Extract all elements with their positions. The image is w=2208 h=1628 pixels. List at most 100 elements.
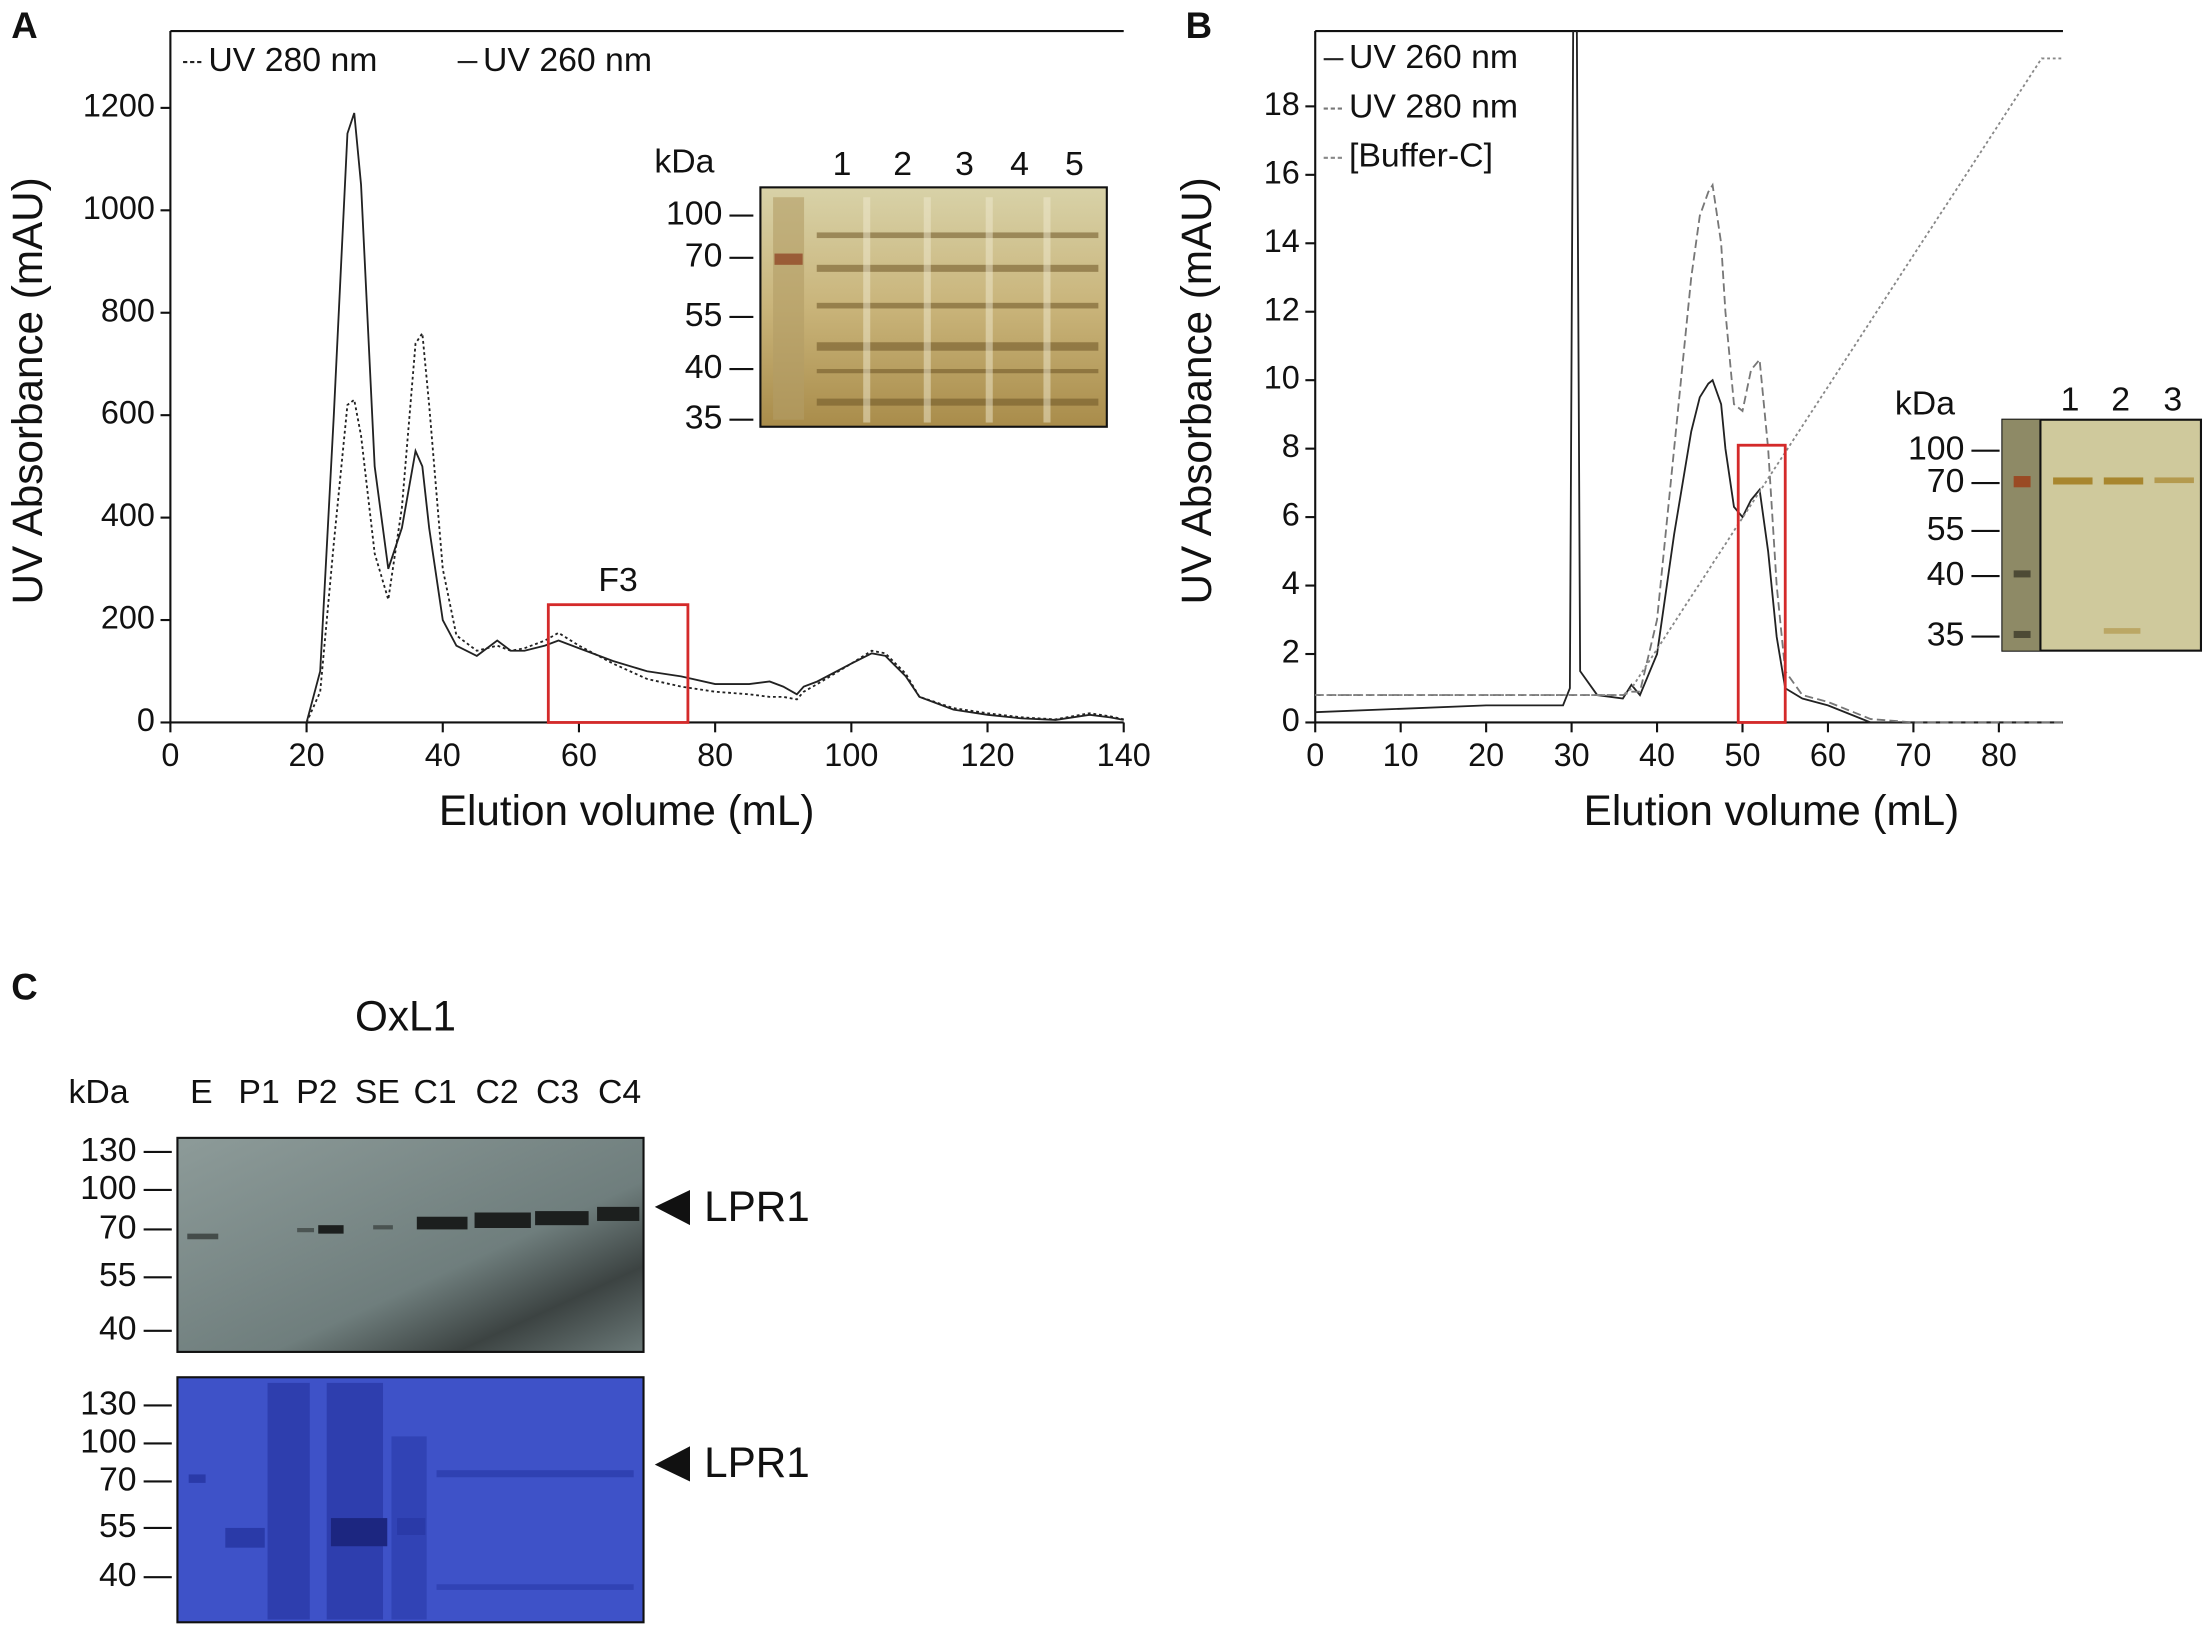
x-tick-label: 70 <box>1895 737 1931 773</box>
x-tick-label: 100 <box>824 737 878 773</box>
legend-label: [Buffer-C] <box>1349 137 1493 175</box>
y-tick-label: 0 <box>137 702 155 738</box>
legend-label: UV 260 nm <box>483 41 652 79</box>
lane-label: SE <box>355 1073 400 1111</box>
x-tick-label: 80 <box>697 737 733 773</box>
x-axis-label: Elution volume (mL) <box>439 787 815 834</box>
marker-label: 100 <box>80 1169 136 1207</box>
x-tick-label: 20 <box>289 737 325 773</box>
lane-label: C4 <box>598 1073 641 1111</box>
marker-label: 35 <box>685 399 723 437</box>
y-tick-label: 400 <box>101 497 155 533</box>
marker-label: 40 <box>99 1310 137 1348</box>
lane-label: E <box>190 1073 213 1111</box>
arrow-group <box>654 1189 690 1482</box>
y-tick-label: 6 <box>1282 497 1300 533</box>
marker-label: 130 <box>80 1384 136 1422</box>
gel-unit: kDa <box>654 142 714 180</box>
y-tick-label: 8 <box>1282 428 1300 464</box>
marker-label: 100 <box>80 1422 136 1460</box>
lane-label: C3 <box>536 1073 579 1111</box>
x-tick-label: 0 <box>161 737 179 773</box>
coomassie-gel <box>176 1376 645 1624</box>
y-tick-label: 1000 <box>83 190 155 226</box>
x-tick-label: 40 <box>1639 737 1675 773</box>
data-line <box>305 112 1124 723</box>
y-tick-label: 12 <box>1264 291 1300 327</box>
data-line <box>1315 31 2063 724</box>
lane-label: 2 <box>893 145 912 183</box>
marker-label: 130 <box>80 1131 136 1169</box>
x-tick-label: 50 <box>1724 737 1760 773</box>
lane-label: 5 <box>1065 145 1084 183</box>
series-group <box>305 112 1124 723</box>
lane-label: 4 <box>1010 145 1029 183</box>
lane-label: P1 <box>238 1073 279 1111</box>
y-tick-label: 0 <box>1282 702 1300 738</box>
gel-unit: kDa <box>1895 385 1955 423</box>
target-label: LPR1 <box>704 1183 810 1230</box>
y-tick-label: 4 <box>1282 565 1300 601</box>
highlight-label: F3 <box>598 561 637 599</box>
panel-label: B <box>1186 5 1212 46</box>
legend-label: UV 260 nm <box>1349 38 1518 76</box>
marker-label: 70 <box>1927 462 1965 500</box>
x-tick-label: 60 <box>561 737 597 773</box>
x-tick-label: 20 <box>1468 737 1504 773</box>
arrow <box>654 1446 690 1482</box>
legend-label: UV 280 nm <box>208 41 377 79</box>
marker-label: 100 <box>666 194 722 232</box>
marker-label: 40 <box>99 1556 137 1594</box>
highlight-box <box>546 603 690 724</box>
data-line <box>1315 57 2063 697</box>
marker-label: 55 <box>1927 510 1965 548</box>
y-tick-label: 18 <box>1264 86 1300 122</box>
y-tick-label: 16 <box>1264 154 1300 190</box>
lane-label: 3 <box>955 145 974 183</box>
y-tick-label: 2 <box>1282 634 1300 670</box>
x-tick-label: 80 <box>1981 737 2017 773</box>
arrow <box>654 1189 690 1226</box>
blot-title: OxL1 <box>355 993 456 1040</box>
x-tick-label: 120 <box>961 737 1015 773</box>
x-tick-label: 140 <box>1097 737 1151 773</box>
series-group <box>1315 31 2063 724</box>
gel-image <box>759 186 1108 428</box>
y-tick-label: 10 <box>1264 360 1300 396</box>
y-axis-label: UV Absorbance (mAU) <box>1173 177 1220 604</box>
y-tick-label: 200 <box>101 600 155 636</box>
y-tick-label: 14 <box>1264 223 1300 259</box>
lane-label: 1 <box>833 145 852 183</box>
gel-image <box>2001 418 2203 652</box>
marker-label: 55 <box>99 1507 137 1545</box>
lane-label: P2 <box>296 1073 337 1111</box>
marker-label: 55 <box>99 1256 137 1294</box>
marker-label: 40 <box>1927 555 1965 593</box>
marker-label: 55 <box>685 296 723 334</box>
gel-unit: kDa <box>69 1073 129 1111</box>
x-tick-label: 10 <box>1383 737 1419 773</box>
lane-label: 3 <box>2163 380 2182 418</box>
panel-label: A <box>11 5 37 46</box>
x-tick-label: 30 <box>1554 737 1590 773</box>
highlight-box <box>1736 443 1787 724</box>
lane-label: 1 <box>2061 380 2080 418</box>
y-axis-label: UV Absorbance (mAU) <box>4 177 51 604</box>
x-tick-label: 60 <box>1810 737 1846 773</box>
target-label: LPR1 <box>704 1439 810 1486</box>
lane-label: C1 <box>414 1073 457 1111</box>
x-axis-label: Elution volume (mL) <box>1584 787 1960 834</box>
lane-label: C2 <box>475 1073 518 1111</box>
y-tick-label: 1200 <box>83 87 155 123</box>
y-tick-label: 800 <box>101 292 155 328</box>
marker-label: 70 <box>685 237 723 275</box>
panel-label: C <box>11 967 37 1008</box>
marker-label: 70 <box>99 1460 137 1498</box>
marker-label: 100 <box>1908 430 1964 468</box>
x-tick-label: 40 <box>425 737 461 773</box>
marker-label: 40 <box>685 348 723 386</box>
marker-label: 35 <box>1927 615 1965 653</box>
marker-label: 70 <box>99 1208 137 1246</box>
